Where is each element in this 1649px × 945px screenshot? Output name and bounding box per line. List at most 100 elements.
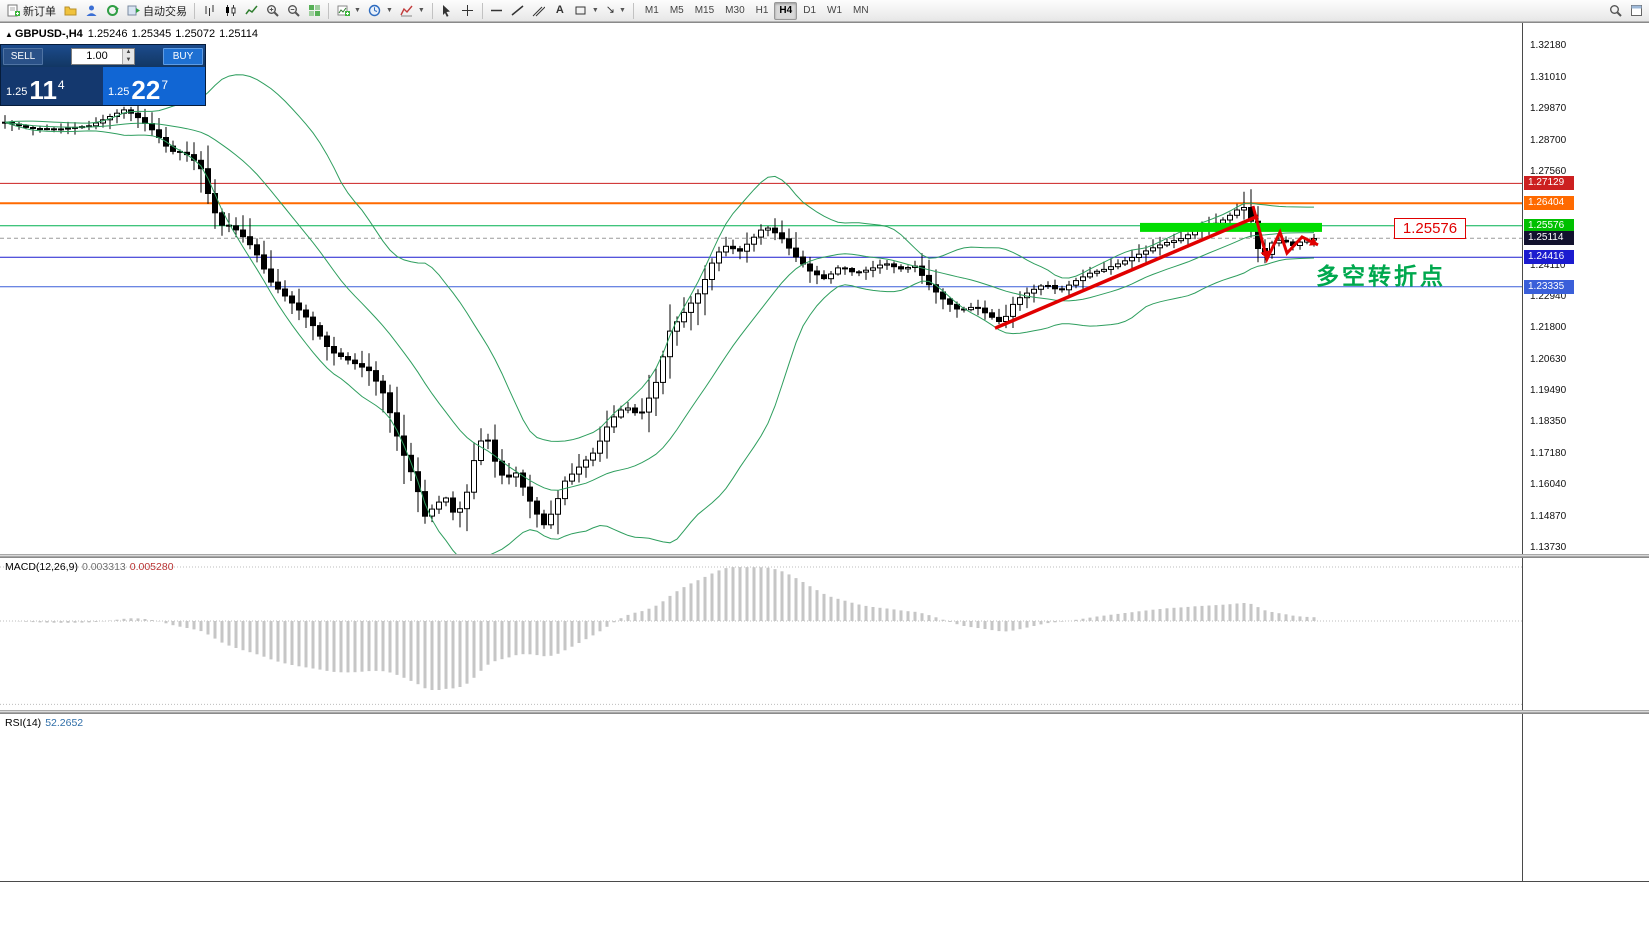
tf-w1-button[interactable]: W1 bbox=[827, 5, 843, 16]
sell-button[interactable]: 1.25 11 4 bbox=[1, 67, 103, 105]
periods-button[interactable]: ▼ bbox=[365, 1, 396, 21]
price-chart[interactable] bbox=[0, 23, 1522, 555]
sell-label-chip[interactable]: SELL bbox=[3, 47, 43, 65]
volume-box: ▲ ▼ bbox=[71, 47, 135, 65]
rsi-name: RSI(14) bbox=[5, 717, 42, 729]
price-tick: 1.16040 bbox=[1530, 479, 1567, 491]
tf-mn-button[interactable]: MN bbox=[853, 5, 869, 16]
search-button[interactable] bbox=[1605, 1, 1625, 21]
price-tick: 1.14870 bbox=[1530, 510, 1567, 522]
autotrade-button[interactable]: 自动交易 bbox=[123, 1, 190, 21]
toolbar: 新订单 自动交易 bbox=[0, 0, 1649, 22]
tf-d1-button[interactable]: D1 bbox=[803, 5, 817, 16]
refresh-button[interactable] bbox=[102, 1, 122, 21]
indicators-button[interactable]: ▼ bbox=[397, 1, 428, 21]
price-tick: 1.13730 bbox=[1530, 542, 1567, 553]
tf-m15-button[interactable]: M15 bbox=[694, 5, 715, 16]
autotrade-label: 自动交易 bbox=[143, 5, 187, 18]
new-chart-button[interactable]: ▼ bbox=[333, 1, 364, 21]
trendline-tool-button[interactable] bbox=[508, 1, 528, 21]
autotrade-play-icon bbox=[126, 4, 140, 18]
volume-down-button[interactable]: ▼ bbox=[125, 56, 132, 63]
rsi-chart[interactable] bbox=[0, 714, 1522, 882]
shapes-tool-button[interactable]: ▼ bbox=[571, 1, 602, 21]
macd-label: MACD(12,26,9) 0.003313 0.005280 bbox=[5, 561, 174, 573]
turning-point-label: 多空转折点 bbox=[1316, 263, 1446, 289]
cursor-button[interactable] bbox=[437, 1, 457, 21]
macd-axis[interactable] bbox=[1522, 558, 1649, 710]
arrows-tool-button[interactable]: ↘ ▼ bbox=[603, 1, 629, 21]
buy-button[interactable]: 1.25 22 7 bbox=[103, 67, 205, 105]
price-tick: 1.19490 bbox=[1530, 385, 1567, 397]
horizontal-line-icon bbox=[490, 4, 504, 18]
trendline-icon bbox=[511, 4, 525, 18]
price-tick: 1.22940 bbox=[1530, 291, 1567, 303]
high-value: 1.25345 bbox=[131, 28, 172, 40]
zoom-out-icon bbox=[286, 4, 300, 18]
candle-chart-mode-button[interactable] bbox=[220, 1, 240, 21]
main-chart-panel: ▲ GBPUSD-,H4 1.25246 1.25345 1.25072 1.25114 … bbox=[0, 22, 1649, 555]
volume-input[interactable] bbox=[72, 48, 122, 64]
tile-windows-button[interactable] bbox=[304, 1, 324, 21]
time-axis[interactable] bbox=[0, 881, 1649, 901]
tf-h1-button[interactable]: H1 bbox=[755, 5, 769, 16]
toolbar-separator bbox=[632, 2, 634, 19]
channel-icon bbox=[532, 4, 546, 18]
macd-main-value: 0.003313 bbox=[81, 561, 126, 573]
zoom-in-button[interactable] bbox=[262, 1, 282, 21]
sell-price-pip: 4 bbox=[57, 78, 65, 92]
panel-splitter[interactable] bbox=[0, 554, 1649, 557]
tf-m1-button[interactable]: M1 bbox=[644, 5, 659, 16]
price-tick: 1.29870 bbox=[1530, 102, 1567, 114]
buy-price-prefix: 1.25 bbox=[108, 86, 130, 98]
rsi-axis[interactable] bbox=[1522, 714, 1649, 881]
price-tick: 1.18350 bbox=[1530, 416, 1567, 428]
chevron-down-icon: ▼ bbox=[591, 7, 599, 14]
chevron-down-icon: ▼ bbox=[385, 7, 393, 14]
refresh-icon bbox=[105, 4, 119, 18]
price-tick: 1.17180 bbox=[1530, 448, 1567, 460]
new-chart-icon bbox=[336, 4, 350, 18]
sell-price-big: 11 bbox=[29, 74, 57, 105]
tile-windows-icon bbox=[307, 4, 321, 18]
price-tick: 1.31010 bbox=[1530, 71, 1567, 83]
channel-tool-button[interactable] bbox=[529, 1, 549, 21]
accounts-button[interactable] bbox=[81, 1, 101, 21]
volume-up-button[interactable]: ▲ bbox=[125, 49, 132, 56]
rsi-value: 52.2652 bbox=[45, 717, 84, 729]
bar-chart-icon bbox=[202, 4, 216, 18]
trade-widget-top-row: SELL ▲ ▼ BUY bbox=[1, 45, 205, 67]
price-tick: 1.32180 bbox=[1530, 40, 1567, 51]
volume-spinner: ▲ ▼ bbox=[122, 48, 134, 64]
collapse-arrow-icon[interactable]: ▲ bbox=[5, 30, 13, 39]
clock-icon bbox=[368, 4, 382, 18]
text-tool-button[interactable]: A bbox=[550, 1, 570, 21]
line-chart-icon bbox=[244, 4, 258, 18]
new-order-icon bbox=[6, 4, 20, 18]
price-axis[interactable]: 1.321801.310101.298701.287001.275601.263… bbox=[1522, 23, 1649, 554]
symbol-timeframe-label: GBPUSD-,H4 bbox=[14, 28, 83, 40]
crosshair-button[interactable] bbox=[458, 1, 478, 21]
sell-price-prefix: 1.25 bbox=[6, 86, 28, 98]
horizontal-line-tool-button[interactable] bbox=[487, 1, 507, 21]
buy-label-chip[interactable]: BUY bbox=[163, 47, 203, 65]
line-chart-mode-button[interactable] bbox=[241, 1, 261, 21]
price-tag-1.25576: 1.25576 bbox=[1524, 218, 1574, 233]
panel-splitter[interactable] bbox=[0, 710, 1649, 713]
bottom-strip bbox=[0, 901, 1649, 945]
macd-chart[interactable] bbox=[0, 558, 1522, 711]
window-layout-button[interactable] bbox=[1626, 1, 1646, 21]
chevron-down-icon: ▼ bbox=[417, 7, 425, 14]
tf-m30-button[interactable]: M30 bbox=[725, 5, 745, 16]
tf-h4-button[interactable]: H4 bbox=[774, 1, 798, 20]
timeframe-group: M1 M5 M15 M30 H1 H4 D1 W1 MN bbox=[640, 1, 874, 20]
zoom-out-button[interactable] bbox=[283, 1, 303, 21]
tf-m5-button[interactable]: M5 bbox=[669, 5, 684, 16]
profiles-button[interactable] bbox=[60, 1, 80, 21]
bar-chart-mode-button[interactable] bbox=[199, 1, 219, 21]
trade-widget-prices: 1.25 11 4 1.25 22 7 bbox=[1, 67, 205, 105]
price-tick: 1.20630 bbox=[1530, 354, 1567, 366]
new-order-button[interactable]: 新订单 bbox=[3, 1, 59, 21]
